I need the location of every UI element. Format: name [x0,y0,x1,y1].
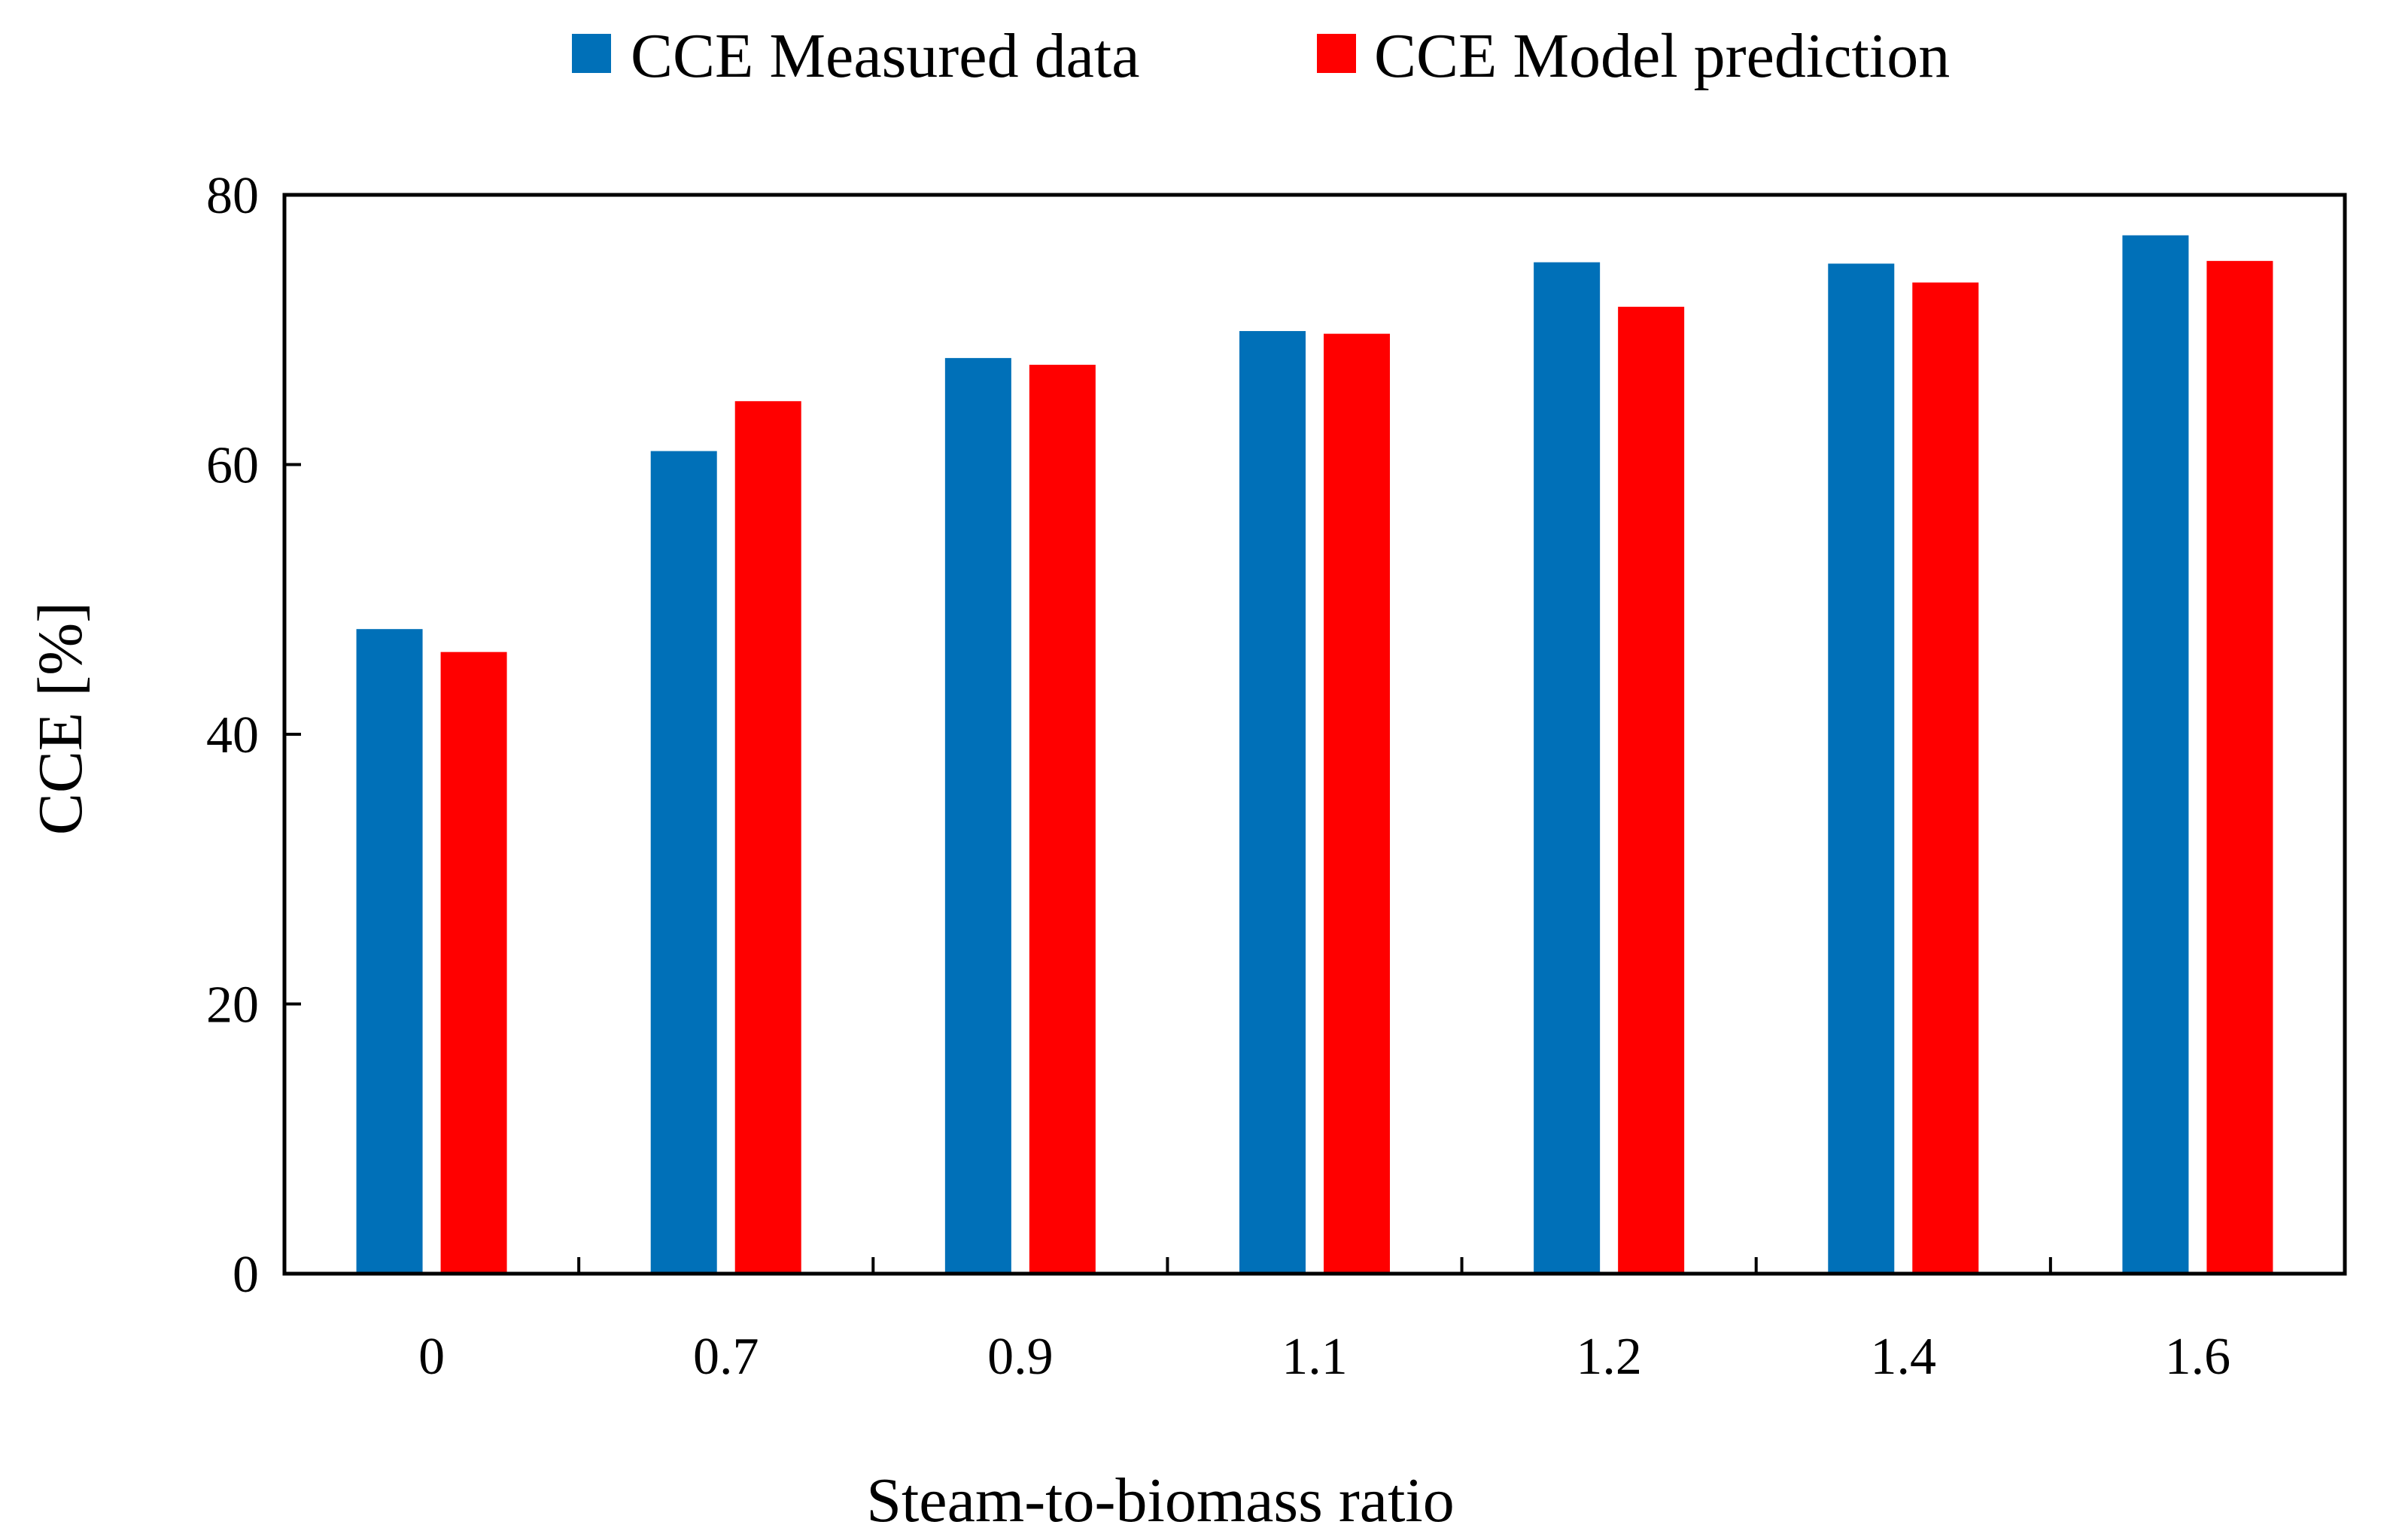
x-axis: 0 0.7 0.9 1.1 1.2 1.4 1.6 [418,1257,2230,1386]
x-tick-label-1.1: 1.1 [1282,1328,1348,1386]
legend-swatch-measured [572,34,611,73]
bar-model-1.1 [1324,333,1390,1274]
x-axis-title: Steam-to-biomass ratio [866,1466,1455,1535]
y-tick-label: 60 [206,437,259,495]
y-tick-label: 80 [206,167,259,225]
x-tick-label-1.4: 1.4 [1871,1328,1937,1386]
bar-measured-0 [356,629,423,1274]
bar-measured-1.4 [1828,263,1895,1274]
legend-label-measured: CCE Measured data [631,21,1139,91]
bar-measured-0.7 [650,451,717,1274]
y-axis: 0 20 40 60 80 [206,167,301,1304]
bars [356,235,2273,1274]
bar-measured-1.6 [2122,235,2189,1274]
plot-frame [282,193,2347,1276]
bar-measured-1.2 [1534,262,1601,1274]
x-tick-label-1.6: 1.6 [2165,1328,2231,1386]
legend-label-model: CCE Model prediction [1374,21,1950,91]
y-tick-label: 40 [206,706,259,764]
bar-measured-1.1 [1239,331,1306,1274]
bar-model-0.9 [1029,364,1096,1274]
bar-model-1.4 [1912,282,1979,1274]
x-tick-label-0: 0 [418,1328,445,1386]
x-tick-label-0.9: 0.9 [987,1328,1054,1386]
x-tick-label-1.2: 1.2 [1576,1328,1642,1386]
bar-model-1.2 [1618,306,1685,1274]
y-tick-label: 20 [206,977,259,1034]
bar-model-1.6 [2206,260,2273,1274]
x-tick-label-0.7: 0.7 [693,1328,759,1386]
legend: CCE Measured data CCE Model prediction [572,21,1950,91]
y-axis-title: CCE [%] [26,602,96,835]
legend-swatch-model [1317,34,1356,73]
bar-model-0.7 [734,401,801,1274]
y-tick-label: 0 [233,1246,259,1304]
bar-model-0 [440,652,507,1274]
bar-measured-0.9 [944,357,1011,1274]
